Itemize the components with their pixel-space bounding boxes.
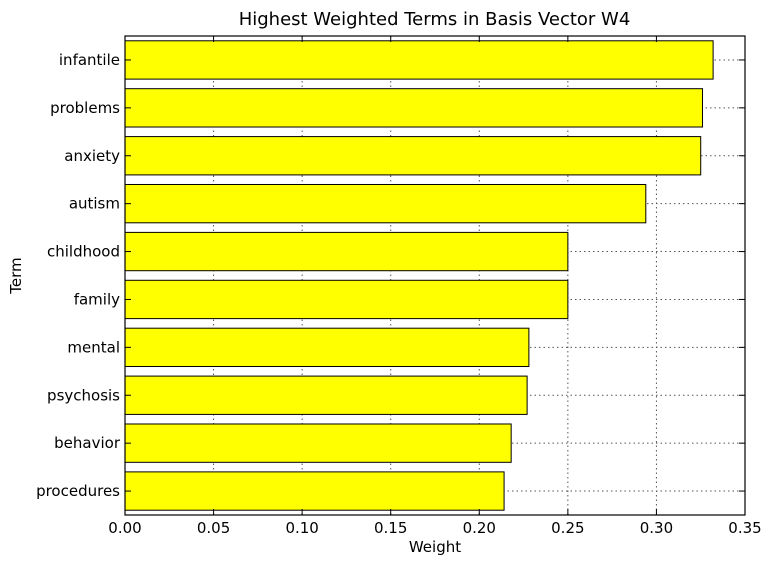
x-tick-label: 0.10: [285, 519, 318, 537]
y-tick-label: childhood: [47, 243, 120, 261]
x-tick-label: 0.30: [640, 519, 673, 537]
bar: [124, 231, 569, 272]
x-tick-label: 0.25: [551, 519, 584, 537]
bar: [124, 471, 505, 511]
y-tick-label: autism: [69, 195, 120, 213]
bar: [124, 183, 647, 224]
x-tick-label: 0.05: [197, 519, 230, 537]
y-tick-label: infantile: [59, 51, 120, 69]
y-tick-label: family: [74, 290, 120, 308]
x-tick-label: 0.35: [728, 519, 761, 537]
y-axis-label: Term: [7, 257, 25, 294]
x-tick-label: 0.15: [374, 519, 407, 537]
chart-title: Highest Weighted Terms in Basis Vector W…: [239, 9, 631, 30]
y-tick-label: anxiety: [64, 147, 120, 165]
x-axis-label: Weight: [409, 538, 461, 556]
y-tick-label: behavior: [54, 434, 121, 452]
bar: [124, 423, 512, 463]
plot-frame: [124, 35, 746, 516]
x-tick-label: 0.20: [463, 519, 496, 537]
x-tick-label: 0.00: [108, 519, 141, 537]
axis-ticks: 0.00 0.05 0.10 0.15 0.20 0.25 0.30 0.35 infantil…: [36, 36, 762, 537]
bars: [124, 40, 714, 511]
y-tick-label: procedures: [36, 482, 120, 500]
bar: [124, 279, 569, 320]
y-tick-label: mental: [67, 338, 120, 356]
y-tick-label: problems: [50, 99, 120, 117]
bar: [124, 40, 714, 80]
bar: [124, 327, 530, 368]
bar: [124, 136, 702, 176]
bar: [124, 375, 528, 415]
bar: [124, 88, 703, 128]
y-tick-label: psychosis: [47, 386, 120, 404]
grid-lines: [125, 36, 745, 515]
